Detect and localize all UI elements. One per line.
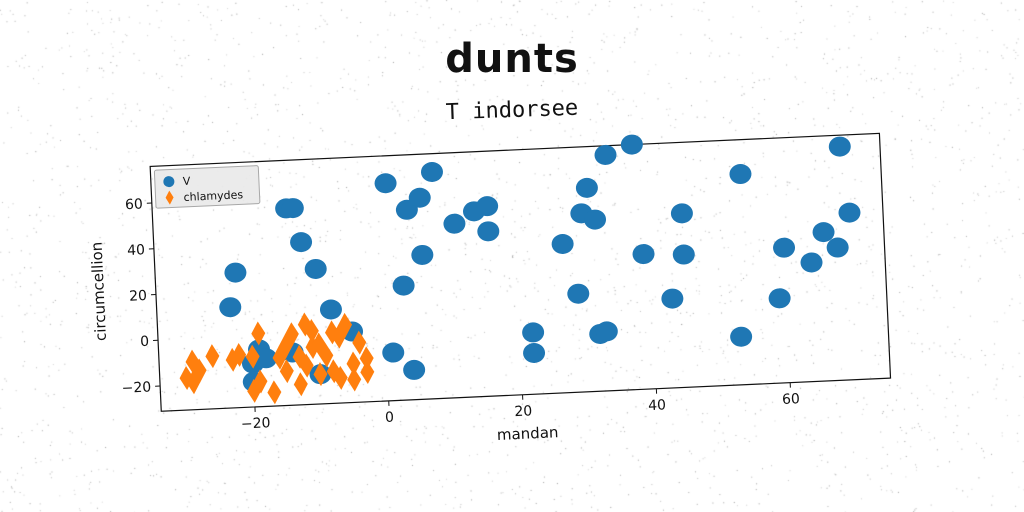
series-0-point-44 — [773, 237, 796, 258]
series-0-point-14 — [382, 342, 405, 363]
legend-marker-0 — [163, 176, 175, 188]
plot-rotated-group: −20 0 20 40 60 −20 0 20 40 60 mandan circumcellio… — [88, 132, 892, 444]
series-1-point-17 — [293, 372, 308, 397]
series-0-point-26 — [522, 322, 545, 343]
series-1-point-20 — [305, 335, 320, 360]
x-tick-label-0: −20 — [241, 415, 271, 432]
series-0-point-45 — [800, 252, 823, 273]
series-0-point-43 — [768, 288, 791, 309]
series-0-point-47 — [826, 237, 849, 258]
series-1-point-4 — [205, 344, 220, 369]
series-0-point-3 — [281, 198, 304, 219]
series-1-point-33 — [360, 360, 375, 385]
x-tick-label-1: 0 — [385, 410, 395, 426]
series-1-point-9 — [253, 369, 268, 394]
series-1-point-29 — [338, 312, 353, 337]
y-tick-label-2: 20 — [129, 288, 148, 305]
series-0-point-18 — [403, 359, 426, 380]
series-0-point-9 — [255, 348, 278, 369]
series-1-point-7 — [245, 344, 260, 369]
series-1-point-14 — [279, 359, 294, 384]
series-1-point-27 — [331, 324, 346, 349]
series-0-point-38 — [661, 288, 684, 309]
legend-label-1: chlamydes — [183, 188, 243, 204]
series-0-point-5 — [304, 258, 327, 279]
series-1-point-30 — [346, 351, 361, 376]
legend-marker-1 — [165, 190, 174, 205]
points-layer — [179, 134, 861, 405]
series-1-point-31 — [347, 367, 362, 392]
series-1-point-11 — [267, 380, 282, 405]
series-0-point-39 — [670, 203, 693, 224]
series-0-point-4 — [290, 232, 313, 253]
series-1-point-12 — [272, 345, 287, 370]
series-0-point-40 — [672, 244, 695, 265]
series-1-point-23 — [313, 362, 328, 387]
series-1-point-34 — [359, 346, 374, 371]
series-1-point-24 — [319, 343, 334, 368]
series-0-point-22 — [443, 213, 466, 234]
x-tick-label-2: 20 — [514, 403, 533, 420]
series-0-point-0 — [224, 262, 247, 283]
series-0-point-41 — [730, 326, 753, 347]
series-0-point-27 — [523, 343, 546, 364]
series-0-point-1 — [219, 297, 242, 318]
series-0-point-31 — [575, 177, 598, 198]
series-1-point-32 — [352, 330, 367, 355]
series-0-point-24 — [476, 196, 499, 217]
series-0-point-37 — [632, 244, 655, 265]
x-tick-label-4: 60 — [782, 391, 801, 408]
series-1-point-19 — [299, 353, 314, 378]
series-0-point-19 — [408, 187, 431, 208]
legend-box — [153, 165, 261, 209]
series-1-point-3 — [192, 358, 207, 383]
series-0-point-28 — [551, 233, 574, 254]
series-1-point-8 — [247, 378, 262, 403]
series-0-point-48 — [828, 136, 851, 157]
series-1-point-21 — [304, 319, 319, 344]
y-tick-label-4: 60 — [125, 196, 144, 213]
y-tick-label-3: 40 — [127, 242, 146, 259]
series-0-point-34 — [595, 321, 618, 342]
y-axis-label: circumcellion — [88, 241, 110, 341]
series-0-point-35 — [594, 144, 617, 165]
series-1-point-6 — [232, 342, 247, 367]
series-0-point-32 — [584, 209, 607, 230]
series-0-point-25 — [477, 221, 500, 242]
ticks-layer: −20 0 20 40 60 −20 0 20 40 60 — [121, 196, 801, 432]
series-0-point-16 — [392, 275, 415, 296]
x-axis-label: mandan — [497, 423, 559, 444]
series-1-point-10 — [251, 321, 266, 346]
series-1-point-28 — [333, 365, 348, 390]
chart-title: dunts — [445, 36, 579, 82]
series-0-point-42 — [729, 164, 752, 185]
y-tick-label-1: 0 — [140, 334, 150, 350]
series-0-point-6 — [319, 299, 342, 320]
legend-label-0: V — [183, 175, 192, 188]
y-tick-label-0: −20 — [121, 379, 151, 396]
x-tick-label-3: 40 — [648, 397, 667, 414]
series-1-point-15 — [284, 322, 299, 347]
series-0-point-21 — [420, 161, 443, 182]
plot-frame — [149, 132, 892, 412]
series-1-point-2 — [186, 370, 201, 395]
series-0-point-15 — [374, 173, 397, 194]
series-0-point-20 — [411, 244, 434, 265]
series-0-point-29 — [567, 283, 590, 304]
series-1-point-13 — [278, 333, 293, 358]
series-0-point-36 — [620, 134, 643, 155]
series-1-point-5 — [225, 347, 240, 372]
series-0-point-46 — [812, 222, 835, 243]
series-0-point-49 — [838, 202, 861, 223]
